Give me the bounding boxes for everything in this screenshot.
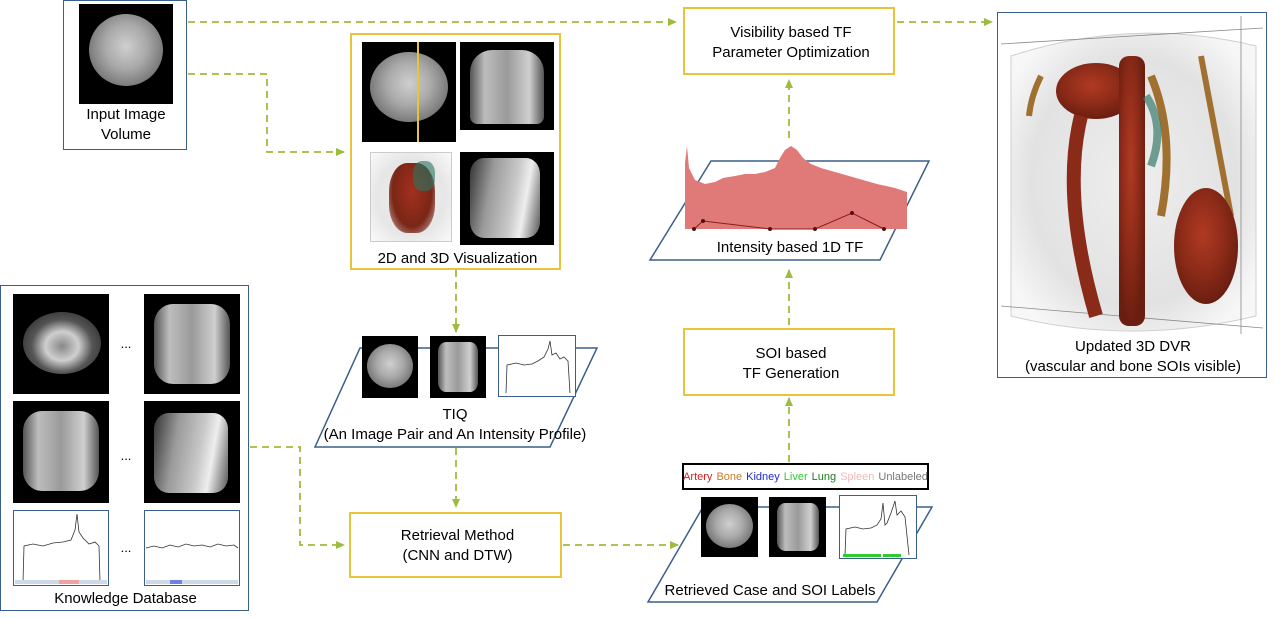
retrieval-label-line2: (CNN and DTW) — [402, 547, 513, 564]
updated-dvr-panel: Updated 3D DVR (vascular and bone SOIs v… — [997, 12, 1267, 378]
updated-dvr-render — [1001, 16, 1263, 334]
tiq-label-line2: (An Image Pair and An Intensity Profile) — [323, 426, 587, 443]
visibility-label-line1: Visibility based TF — [730, 24, 852, 41]
retrieved-label: Retrieved Case and SOI Labels — [664, 582, 876, 599]
kb-sagittal-image-2 — [144, 401, 240, 503]
soi-tf-label-line2: TF Generation — [742, 365, 840, 382]
retrieval-label-line1: Retrieval Method — [400, 527, 515, 544]
visualization-label: 2D and 3D Visualization — [377, 250, 538, 267]
kb-ellipsis-3: ... — [120, 540, 132, 555]
tiq-sagittal-image — [430, 336, 486, 398]
kb-axial-image-1 — [13, 294, 109, 394]
updated-label-line2: (vascular and bone SOIs visible) — [1025, 358, 1241, 375]
legend-liver: Liver — [783, 470, 808, 483]
tiq-axial-image — [362, 336, 418, 398]
intensity-tf-label: Intensity based 1D TF — [716, 239, 864, 256]
kb-ellipsis-1: ... — [120, 336, 132, 351]
visibility-optimization-box: Visibility based TF Parameter Optimizati… — [683, 7, 895, 75]
input-image-volume-panel: Input Image Volume — [63, 0, 187, 150]
legend-artery: Artery — [683, 470, 713, 483]
retrieved-axial-image — [701, 497, 758, 557]
kb-profile-2 — [144, 510, 240, 586]
tiq-intensity-profile — [498, 335, 576, 397]
vis-coronal-slice — [460, 42, 554, 130]
legend-lung: Lung — [811, 470, 837, 483]
soi-label-legend: Artery Bone Kidney Liver Lung Spleen Unl… — [682, 463, 929, 490]
tiq-label-line1: TIQ — [442, 406, 468, 423]
retrieved-intensity-profile — [839, 495, 917, 559]
kb-coronal-image-1 — [144, 294, 240, 394]
vis-axial-slice — [362, 42, 456, 142]
soi-tf-label-line1: SOI based — [755, 345, 827, 362]
input-ct-slice — [79, 4, 173, 104]
legend-spleen: Spleen — [840, 470, 875, 483]
knowledge-database-panel: ... ... ... Knowledge Database — [0, 285, 249, 611]
updated-label-line1: Updated 3D DVR — [1075, 338, 1191, 355]
kb-coronal-image-2 — [13, 401, 109, 503]
input-label-line1: Input Image — [86, 106, 166, 123]
vis-3d-render — [370, 152, 452, 242]
visibility-label-line2: Parameter Optimization — [712, 44, 870, 61]
arrow-input-to-visualization — [188, 73, 345, 156]
intensity-tf-chart — [648, 146, 931, 261]
knowledge-label: Knowledge Database — [54, 590, 197, 607]
input-label-line2: Volume — [100, 126, 152, 143]
retrieved-sagittal-image — [769, 497, 826, 557]
kb-profile-1 — [13, 510, 109, 586]
legend-bone: Bone — [716, 470, 743, 483]
visualization-panel: 2D and 3D Visualization — [350, 33, 561, 270]
soi-tf-generation-box: SOI based TF Generation — [683, 328, 895, 396]
retrieval-method-box: Retrieval Method (CNN and DTW) — [349, 512, 562, 578]
legend-kidney: Kidney — [746, 470, 780, 483]
arrow-knowledge-to-retrieval — [250, 446, 345, 549]
vis-sagittal-slice — [460, 152, 554, 245]
kb-ellipsis-2: ... — [120, 448, 132, 463]
legend-unlabeled: Unlabeled — [878, 470, 928, 483]
